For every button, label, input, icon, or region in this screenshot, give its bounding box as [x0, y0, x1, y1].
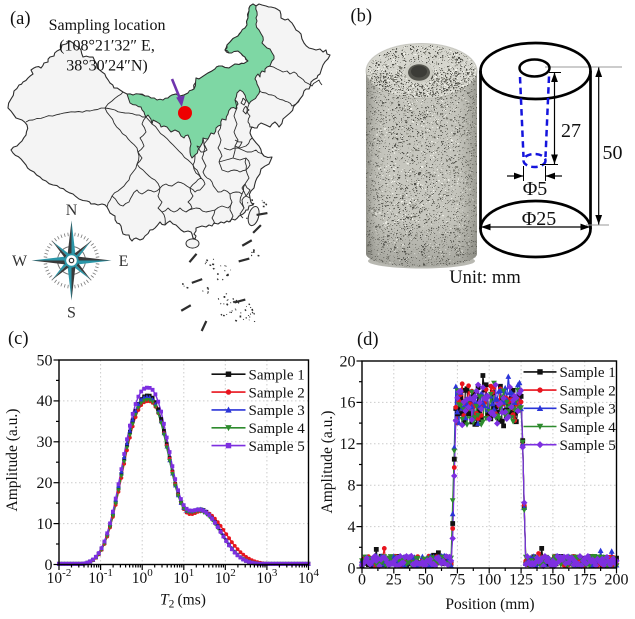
svg-text:50: 50 [418, 572, 434, 589]
svg-text:Position (mm): Position (mm) [445, 596, 534, 613]
svg-text:Sample 2: Sample 2 [249, 385, 305, 401]
svg-text:(c): (c) [8, 329, 29, 349]
svg-text:20: 20 [37, 475, 53, 492]
svg-text:75: 75 [449, 572, 465, 589]
svg-text:150: 150 [541, 572, 565, 589]
svg-text:40: 40 [37, 393, 53, 410]
svg-text:50: 50 [603, 142, 623, 164]
svg-text:27: 27 [561, 120, 581, 142]
svg-text:8: 8 [348, 478, 356, 495]
svg-text:38°30′24″N): 38°30′24″N) [66, 58, 147, 75]
svg-text:16: 16 [340, 395, 356, 412]
svg-text:(b): (b) [351, 7, 373, 27]
svg-text:Amplitude (a.u.): Amplitude (a.u.) [319, 411, 336, 514]
svg-text:0: 0 [348, 560, 356, 577]
svg-text:T2 (ms): T2 (ms) [160, 592, 206, 611]
svg-text:Sampling location: Sampling location [49, 17, 166, 34]
svg-text:175: 175 [573, 572, 597, 589]
svg-text:0: 0 [358, 572, 366, 589]
svg-text:Φ5: Φ5 [523, 178, 548, 200]
svg-text:N: N [66, 202, 78, 219]
svg-text:Sample 3: Sample 3 [560, 402, 616, 418]
svg-text:100: 100 [477, 572, 501, 589]
svg-text:4: 4 [348, 519, 356, 536]
svg-text:E: E [119, 253, 129, 270]
svg-text:Unit: mm: Unit: mm [449, 268, 521, 288]
svg-text:Sample 1: Sample 1 [560, 365, 616, 381]
svg-text:(a): (a) [10, 9, 31, 29]
svg-text:(d): (d) [357, 330, 379, 350]
svg-text:Amplitude (a.u.): Amplitude (a.u.) [4, 409, 21, 512]
svg-text:Sample 2: Sample 2 [560, 383, 616, 399]
svg-text:125: 125 [509, 572, 533, 589]
svg-text:200: 200 [605, 572, 629, 589]
svg-text:25: 25 [386, 572, 402, 589]
svg-text:(108°21′32″ E,: (108°21′32″ E, [59, 37, 155, 54]
svg-text:Sample 4: Sample 4 [249, 421, 306, 437]
svg-text:10: 10 [37, 516, 53, 533]
svg-text:W: W [12, 253, 28, 270]
svg-text:0: 0 [45, 557, 53, 574]
svg-text:S: S [67, 305, 76, 322]
svg-text:Sample 5: Sample 5 [560, 438, 616, 454]
svg-text:Φ25: Φ25 [522, 208, 557, 230]
svg-text:Sample 1: Sample 1 [249, 368, 305, 384]
svg-text:50: 50 [37, 352, 53, 369]
svg-text:30: 30 [37, 434, 53, 451]
svg-text:20: 20 [340, 353, 356, 370]
svg-text:Sample 4: Sample 4 [560, 420, 617, 436]
svg-text:Sample 3: Sample 3 [249, 403, 305, 419]
svg-text:12: 12 [340, 436, 356, 453]
svg-text:Sample 5: Sample 5 [249, 439, 305, 455]
